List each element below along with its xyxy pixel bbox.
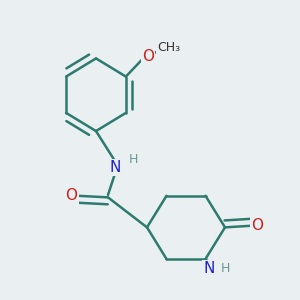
Text: H: H	[129, 153, 138, 166]
Text: N: N	[203, 261, 215, 276]
Text: H: H	[220, 262, 230, 275]
Text: CH₃: CH₃	[157, 41, 180, 54]
Text: N: N	[110, 160, 121, 175]
Text: O: O	[142, 49, 154, 64]
Text: O: O	[65, 188, 77, 203]
Text: O: O	[251, 218, 263, 233]
